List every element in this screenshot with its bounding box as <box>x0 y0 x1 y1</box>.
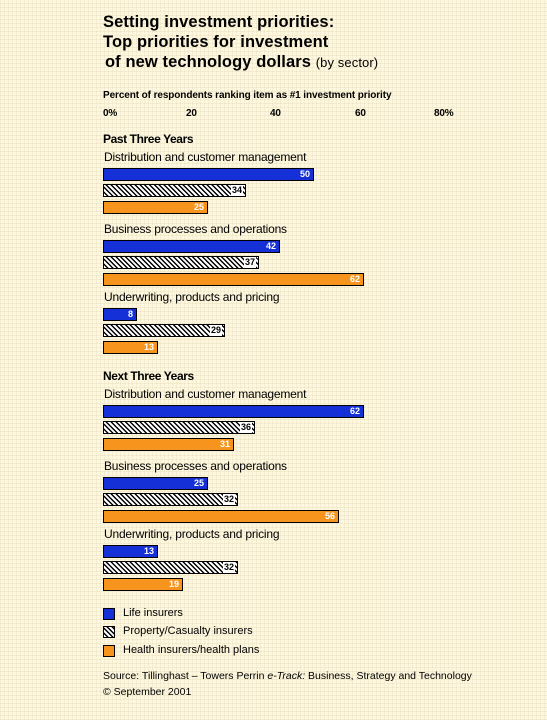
legend-swatch <box>103 626 115 638</box>
bar-value-label: 8 <box>127 309 133 319</box>
chart-title: Setting investment priorities: Top prior… <box>103 12 378 73</box>
bar-value-label: 13 <box>143 342 154 352</box>
legend-label: Health insurers/health plans <box>123 644 260 656</box>
bar-pc: 29 <box>103 324 225 337</box>
x-tick-label: 0% <box>103 108 118 119</box>
category-label: Business processes and operations <box>104 222 287 236</box>
title-suffix: (by sector) <box>315 55 379 70</box>
source-italic: e-Track: <box>267 670 306 682</box>
bar-value-label: 13 <box>143 546 154 556</box>
bar-value-label: 36 <box>239 422 252 433</box>
source-suffix: Business, Strategy and Technology <box>305 670 472 682</box>
category-label: Underwriting, products and pricing <box>104 290 280 304</box>
section-title: Past Three Years <box>103 132 194 146</box>
bar-value-label: 34 <box>230 185 243 196</box>
bar-value-label: 56 <box>324 511 335 521</box>
source-prefix: Source: Tillinghast – Towers Perrin <box>103 670 268 682</box>
copyright-note: © September 2001 <box>103 686 192 698</box>
bar-value-label: 19 <box>168 579 179 589</box>
bar-life: 42 <box>103 240 280 253</box>
title-line-2: Top priorities for investment <box>103 33 329 51</box>
bar-life: 13 <box>103 545 158 558</box>
source-note: Source: Tillinghast – Towers Perrin e-Tr… <box>103 670 472 682</box>
legend-label: Life insurers <box>123 607 183 619</box>
bar-health: 62 <box>103 273 364 286</box>
bar-value-label: 25 <box>193 478 204 488</box>
section-title: Next Three Years <box>103 369 194 383</box>
bar-value-label: 31 <box>219 439 230 449</box>
bar-health: 56 <box>103 510 339 523</box>
x-tick-label: 40 <box>270 108 281 119</box>
category-label: Underwriting, products and pricing <box>104 527 280 541</box>
bar-value-label: 42 <box>265 241 276 251</box>
bar-life: 50 <box>103 168 314 181</box>
title-line-3: of new technology dollars <box>105 53 312 71</box>
title-line-1: Setting investment priorities: <box>103 13 335 31</box>
bar-value-label: 25 <box>193 202 204 212</box>
category-label: Distribution and customer management <box>104 387 307 401</box>
bar-health: 19 <box>103 578 183 591</box>
bar-life: 8 <box>103 308 137 321</box>
legend-swatch <box>103 645 115 657</box>
bar-value-label: 62 <box>349 274 360 284</box>
bar-value-label: 32 <box>222 562 235 573</box>
bar-health: 31 <box>103 438 234 451</box>
bar-value-label: 37 <box>243 257 256 268</box>
bar-life: 62 <box>103 405 364 418</box>
bar-pc: 34 <box>103 184 246 197</box>
bar-value-label: 32 <box>222 494 235 505</box>
category-label: Distribution and customer management <box>104 150 307 164</box>
category-label: Business processes and operations <box>104 459 287 473</box>
x-tick-label: 80% <box>434 108 454 119</box>
bar-pc: 32 <box>103 561 238 574</box>
bar-pc: 36 <box>103 421 255 434</box>
legend-swatch <box>103 608 115 620</box>
x-tick-label: 60 <box>355 108 366 119</box>
bar-health: 25 <box>103 201 208 214</box>
bar-pc: 37 <box>103 256 259 269</box>
legend-label: Property/Casualty insurers <box>123 625 253 637</box>
bar-pc: 32 <box>103 493 238 506</box>
x-axis-label: Percent of respondents ranking item as #… <box>103 90 392 101</box>
x-tick-label: 20 <box>186 108 197 119</box>
bar-health: 13 <box>103 341 158 354</box>
bar-value-label: 62 <box>349 406 360 416</box>
bar-value-label: 50 <box>299 169 310 179</box>
bar-life: 25 <box>103 477 208 490</box>
bar-value-label: 29 <box>209 325 222 336</box>
